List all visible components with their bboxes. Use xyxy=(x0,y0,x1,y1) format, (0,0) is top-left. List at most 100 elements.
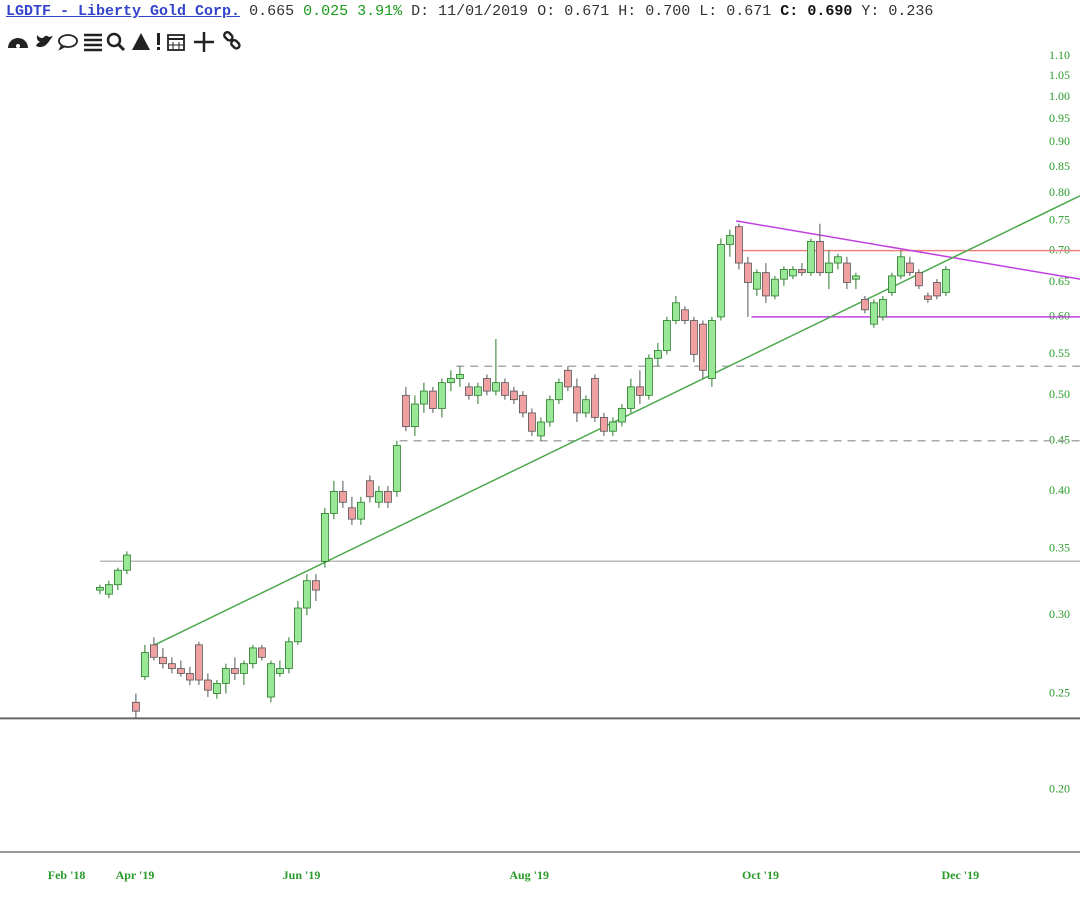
search-icon[interactable] xyxy=(106,32,126,52)
y-tick-label: 0.20 xyxy=(1049,781,1070,795)
candle-body xyxy=(906,262,914,274)
y-tick-label: 0.35 xyxy=(1049,541,1070,555)
trend-line xyxy=(154,195,1080,646)
candle-body xyxy=(573,386,581,414)
candle-body xyxy=(663,320,671,351)
y-value: Y: 0.236 xyxy=(861,3,934,20)
trend-line xyxy=(736,220,1080,280)
candle-body xyxy=(365,480,374,498)
candle-body xyxy=(446,378,455,384)
candle-body xyxy=(816,241,824,274)
candle-body xyxy=(636,386,644,396)
candle-body xyxy=(149,644,158,658)
candle-body xyxy=(627,386,635,409)
candle-body xyxy=(600,417,608,432)
dashboard-icon[interactable] xyxy=(8,38,28,48)
candle-body xyxy=(356,501,365,520)
y-tick-label: 0.95 xyxy=(1049,111,1070,125)
candle-body xyxy=(374,490,383,503)
candle-body xyxy=(591,378,599,418)
quote-bar: LGDTF - Liberty Gold Corp. 0.665 0.025 3… xyxy=(6,3,933,20)
change: 0.025 xyxy=(303,3,349,20)
candle-body xyxy=(284,641,293,669)
candle-body xyxy=(428,390,437,409)
candle-body xyxy=(203,679,212,691)
candle-body xyxy=(537,421,545,437)
alert-icon[interactable] xyxy=(157,33,160,50)
candle-body xyxy=(834,256,842,264)
candle-body xyxy=(212,682,221,694)
x-tick-label: Aug '19 xyxy=(509,868,549,882)
y-tick-label: 0.90 xyxy=(1049,134,1070,148)
candle-body xyxy=(158,656,167,665)
candle-body xyxy=(266,663,275,698)
candle-body xyxy=(437,382,446,409)
close: 0.690 xyxy=(807,3,853,20)
candle-body xyxy=(942,269,950,293)
candle-body xyxy=(275,668,284,674)
candle-body xyxy=(933,282,941,297)
list-icon[interactable] xyxy=(84,33,102,52)
candle-body xyxy=(681,309,689,321)
candle-body xyxy=(645,357,653,396)
y-tick-label: 0.60 xyxy=(1049,309,1070,323)
candle-body xyxy=(618,408,626,423)
x-tick-label: Apr '19 xyxy=(116,868,155,882)
candle-body xyxy=(582,399,590,414)
candle-body xyxy=(473,386,482,396)
y-tick-label: 0.85 xyxy=(1049,159,1070,173)
candle-body xyxy=(302,580,311,609)
candle-body xyxy=(392,445,401,492)
candle-body xyxy=(410,403,419,427)
candle-body xyxy=(861,298,869,311)
y-tick-label: 0.65 xyxy=(1049,274,1070,288)
candle-body xyxy=(140,652,149,678)
candle-body xyxy=(105,584,113,595)
y-tick-label: 0.70 xyxy=(1049,242,1070,256)
candle-body xyxy=(401,394,410,427)
y-tick-label: 0.80 xyxy=(1049,185,1070,199)
candle-body xyxy=(744,262,752,283)
candle-body xyxy=(726,235,734,245)
candle-body xyxy=(257,647,266,658)
candle-body xyxy=(564,369,572,388)
change-pct: 3.91% xyxy=(357,3,403,20)
candle-body xyxy=(807,241,815,274)
candle-body xyxy=(762,272,770,297)
y-tick-label: 0.40 xyxy=(1049,483,1070,497)
low: L: 0.671 xyxy=(699,3,772,20)
close-label: C: xyxy=(780,3,799,20)
candle-body xyxy=(248,647,257,665)
comment-icon[interactable] xyxy=(58,34,78,51)
calendar-icon[interactable] xyxy=(167,34,185,51)
candle-body xyxy=(879,298,887,318)
triangle-icon[interactable] xyxy=(132,33,150,50)
candle-body xyxy=(176,668,185,674)
symbol-link[interactable]: LGDTF - Liberty Gold Corp. xyxy=(6,3,241,20)
candle-body xyxy=(123,554,131,571)
twitter-icon[interactable] xyxy=(36,35,53,48)
candle-body xyxy=(239,663,248,674)
y-tick-label: 0.75 xyxy=(1049,213,1070,227)
candle-body xyxy=(609,421,617,432)
candle-body xyxy=(167,663,176,669)
candle-body xyxy=(482,378,491,392)
candle-body xyxy=(455,373,464,379)
y-tick-label: 0.25 xyxy=(1049,685,1070,699)
candle-body xyxy=(924,295,932,300)
move-icon[interactable] xyxy=(194,32,214,52)
link-icon[interactable] xyxy=(223,31,241,50)
candle-body xyxy=(329,490,338,514)
candle-body xyxy=(717,244,725,318)
candle-body xyxy=(852,275,860,280)
candle-body xyxy=(194,644,203,681)
candle-body xyxy=(789,269,797,277)
candle-body xyxy=(491,382,500,392)
candle-body xyxy=(780,269,788,280)
candle-body xyxy=(843,262,851,283)
y-tick-label: 1.05 xyxy=(1049,68,1070,82)
candle-body xyxy=(825,262,833,274)
candle-body xyxy=(897,256,905,277)
candle-body xyxy=(347,507,356,520)
